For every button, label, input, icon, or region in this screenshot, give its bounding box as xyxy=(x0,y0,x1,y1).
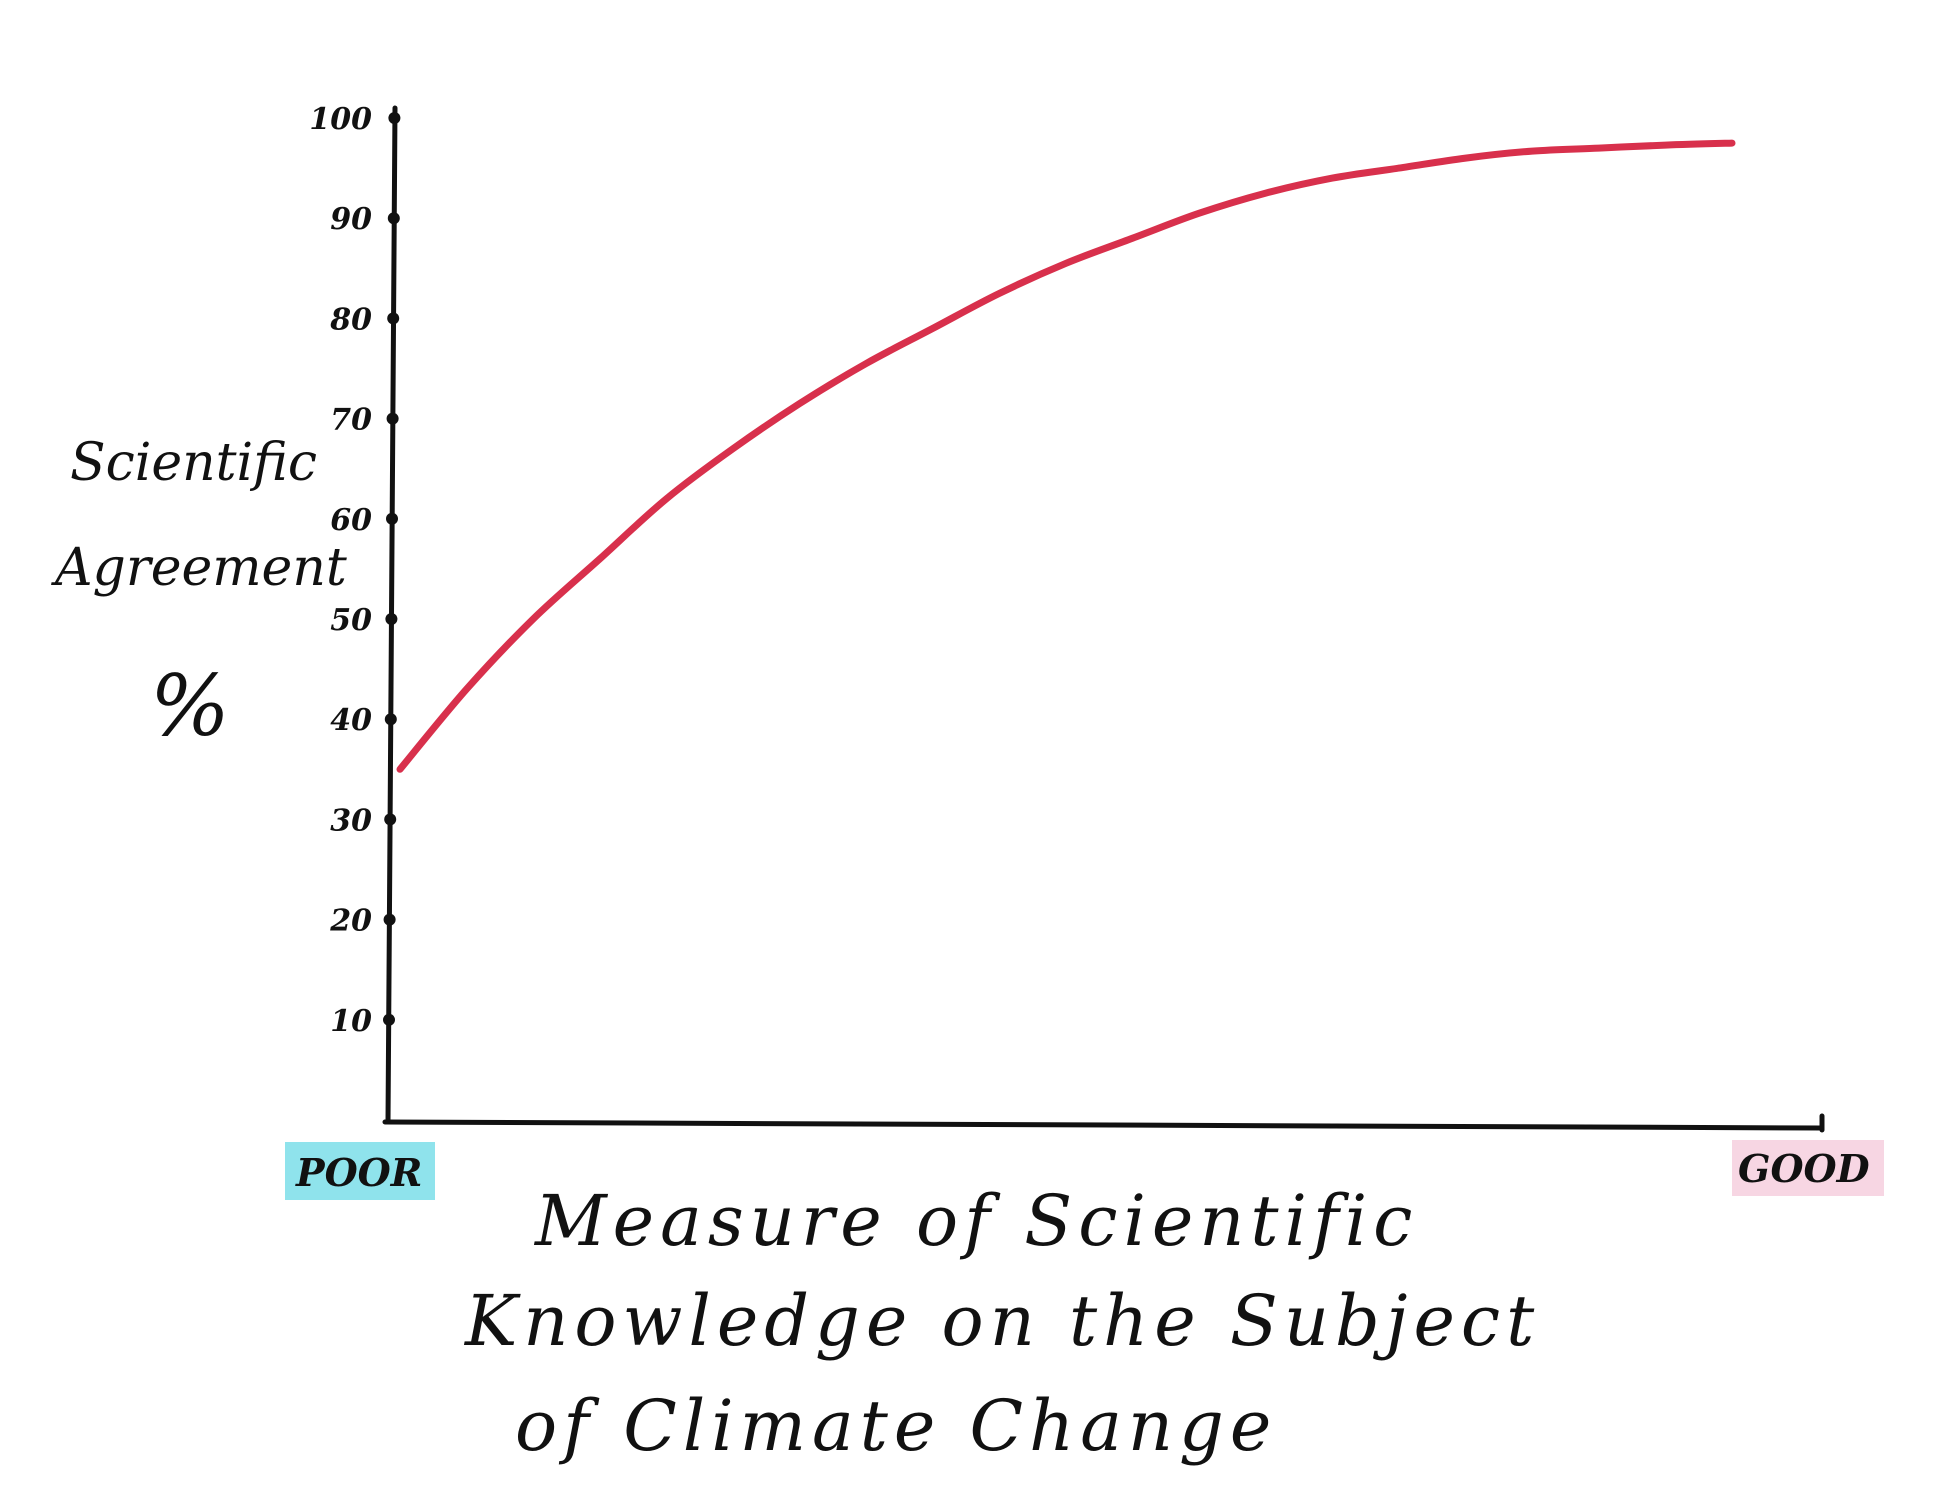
axes xyxy=(382,105,1825,1133)
x-axis-label: Measure of Scientific Knowledge on the S… xyxy=(463,1180,1540,1467)
y-tick-mark xyxy=(387,212,400,225)
y-tick-label: 50 xyxy=(330,603,372,638)
y-tick-label: 40 xyxy=(330,703,372,738)
y-ticks: 10 20 30 40 50 60 70 80 90 100 xyxy=(309,102,401,1039)
x-axis xyxy=(382,1119,1825,1131)
y-tick-label: 70 xyxy=(330,403,372,438)
y-tick-mark xyxy=(388,112,401,124)
y-axis-label-line-1: Scientific xyxy=(70,433,317,493)
y-axis-label-unit: % xyxy=(150,657,230,755)
y-tick-mark xyxy=(383,1013,395,1026)
poor-highlight xyxy=(285,1142,435,1200)
y-tick-mark xyxy=(386,412,399,425)
series-group xyxy=(396,139,1736,773)
good-highlight xyxy=(1732,1140,1884,1196)
y-tick-mark xyxy=(384,713,397,726)
y-tick-label: 80 xyxy=(329,302,372,337)
y-tick-label: 60 xyxy=(330,503,372,538)
y-tick-mark xyxy=(384,813,397,826)
y-axis-label: Scientific Agreement % xyxy=(51,433,347,755)
y-tick-mark xyxy=(383,913,396,926)
y-axis-label-line-2: Agreement xyxy=(51,538,347,598)
x-axis-high-label: GOOD xyxy=(1738,1146,1870,1191)
x-axis-end-labels: POOR GOOD xyxy=(285,1140,1884,1200)
y-tick-label: 100 xyxy=(309,102,372,137)
x-axis-label-line-1: Measure of Scientific xyxy=(533,1180,1418,1262)
y-tick-mark xyxy=(386,512,398,525)
y-tick-label: 20 xyxy=(329,904,372,939)
x-axis-label-line-2: Knowledge on the Subject xyxy=(463,1280,1540,1362)
x-axis-low-label: POOR xyxy=(295,1150,422,1195)
y-tick-mark xyxy=(385,613,398,625)
series-line-0 xyxy=(396,139,1736,773)
y-tick-mark xyxy=(387,312,400,325)
y-tick-label: 10 xyxy=(330,1004,372,1039)
y-tick-label: 30 xyxy=(330,803,372,838)
x-axis-label-line-3: of Climate Change xyxy=(515,1385,1277,1467)
y-tick-label: 90 xyxy=(330,202,372,237)
